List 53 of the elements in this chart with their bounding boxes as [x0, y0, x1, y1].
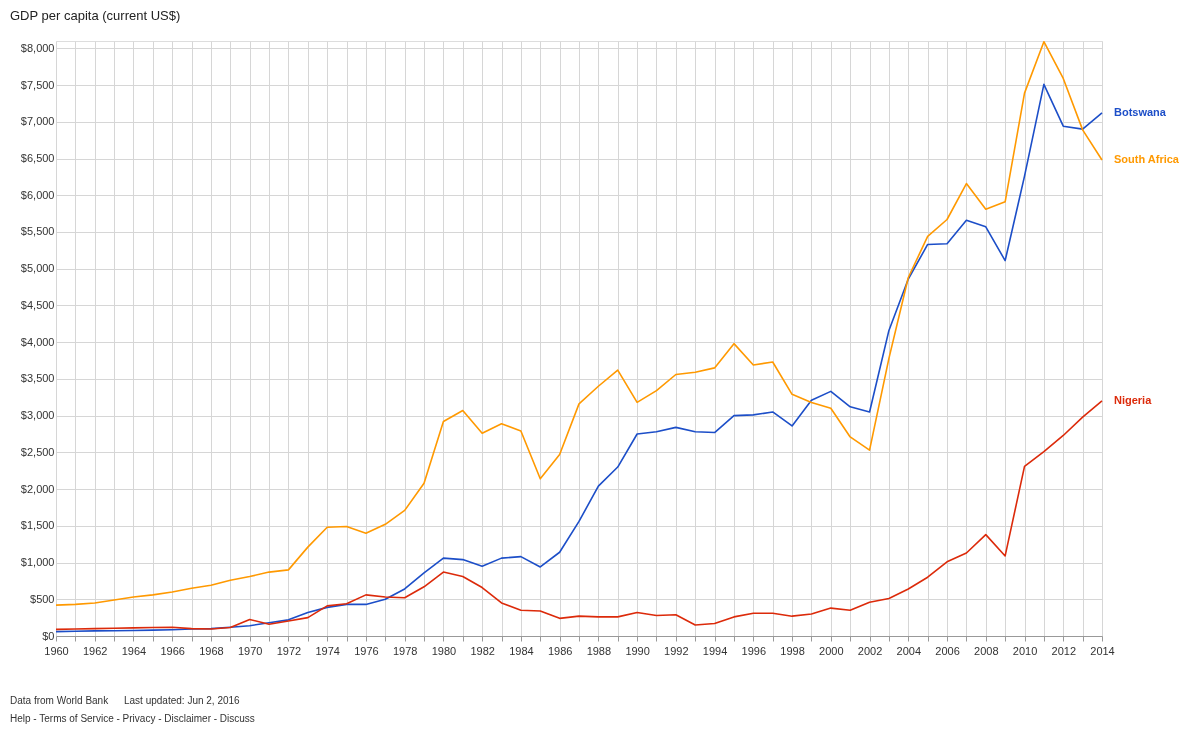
y-tick-label: $1,000	[20, 556, 55, 569]
x-tick-label: 2014	[1090, 644, 1115, 657]
text: Data from World Bank	[10, 695, 110, 706]
text: Last updated: Jun 2, 2016	[124, 695, 241, 706]
y-tick-label: $3,500	[20, 372, 55, 385]
y-tick-label: $5,000	[20, 262, 55, 275]
y-tick-label: $2,000	[20, 482, 55, 495]
x-tick-label: 1996	[741, 644, 767, 657]
y-tick-label: $2,500	[20, 445, 55, 458]
series-label: Nigeria	[1114, 393, 1153, 406]
x-tick-label: 1962	[83, 644, 108, 657]
y-tick-label: $500	[30, 592, 55, 605]
x-tick-label: 1982	[470, 644, 495, 657]
x-tick-label: 1968	[199, 644, 224, 657]
x-tick-label: 2008	[974, 644, 999, 657]
x-tick-label: 1964	[121, 644, 147, 657]
x-tick-label: 2010	[1012, 644, 1038, 657]
x-tick-label: 1966	[160, 644, 185, 657]
series-label: South Africa	[1114, 153, 1180, 165]
series-label: Botswana	[1114, 105, 1167, 118]
x-tick-label: 1960	[44, 644, 69, 657]
y-tick-label: $3,000	[20, 409, 55, 422]
x-tick-label: 1994	[702, 644, 728, 657]
x-tick-label: 1984	[509, 644, 534, 657]
y-tick-label: $4,000	[20, 335, 55, 348]
x-tick-label: 1980	[431, 644, 457, 657]
x-tick-label: 1974	[315, 644, 340, 657]
x-tick-label: 1992	[664, 644, 689, 657]
x-tick-label: 1998	[780, 644, 805, 657]
y-tick-label: $7,000	[20, 115, 55, 128]
y-tick-label: $8,000	[20, 41, 55, 54]
x-tick-label: 2004	[896, 644, 922, 657]
y-tick-label: $7,500	[20, 78, 55, 91]
chart-title: GDP per capita (current US$)	[10, 7, 181, 23]
x-tick-label: 1978	[392, 644, 418, 657]
x-tick-label: 2002	[857, 644, 883, 657]
y-tick-label: $6,000	[20, 188, 55, 201]
x-tick-label: 1986	[547, 644, 573, 657]
x-tick-label: 1976	[354, 644, 379, 657]
x-tick-label: 2000	[819, 644, 844, 657]
x-tick-label: 1990	[625, 644, 650, 657]
y-tick-label: $5,500	[20, 225, 55, 238]
y-tick-label: $6,500	[20, 152, 55, 165]
line-series	[55, 400, 1103, 631]
x-tick-label: 2006	[935, 644, 960, 657]
x-tick-label: 1988	[586, 644, 612, 657]
x-tick-label: 1972	[276, 644, 302, 657]
text: Help - Terms of Service - Privacy - Disclaimer - Discuss	[10, 713, 255, 724]
x-tick-label: 2012	[1051, 644, 1076, 657]
y-tick-label: $0	[42, 629, 55, 642]
x-tick-label: 1970	[237, 644, 263, 657]
y-tick-label: $4,500	[20, 298, 55, 311]
y-tick-label: $1,500	[20, 519, 55, 532]
